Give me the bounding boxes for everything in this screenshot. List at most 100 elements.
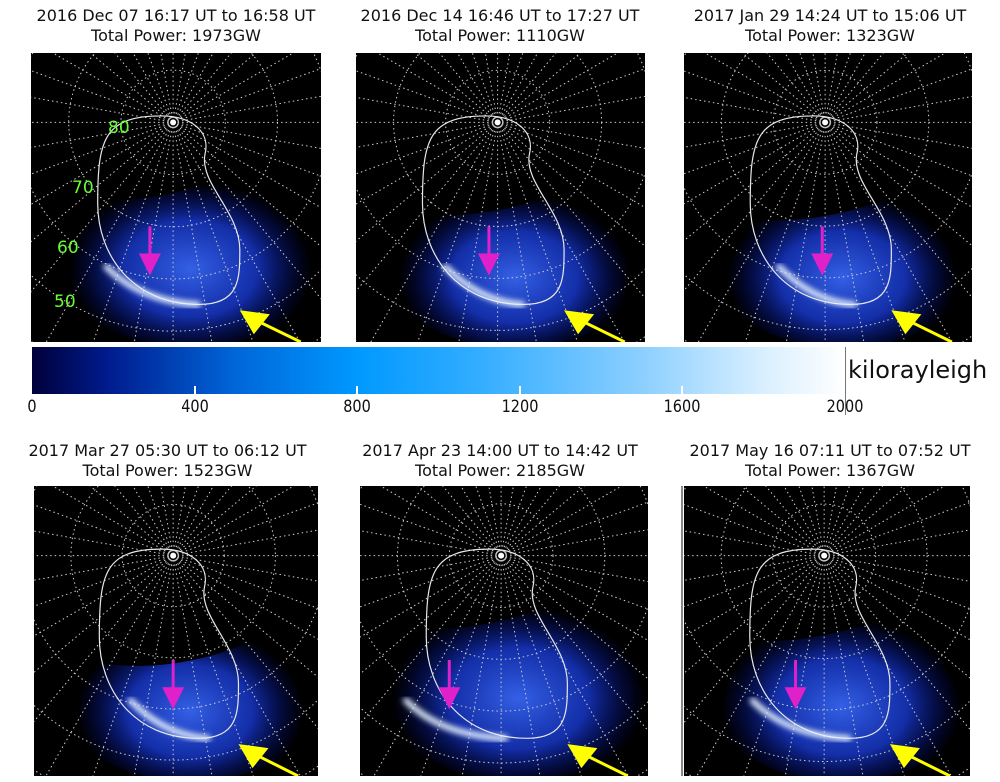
bright-aurora-arc: [403, 697, 509, 742]
panel-6-title: 2017 May 16 07:11 UT to 07:52 UT Total P…: [665, 441, 995, 481]
yellow-arrow-icon: [238, 744, 299, 776]
yellow-arrow-icon: [239, 310, 302, 342]
magenta-arrow-icon: [162, 660, 185, 710]
longitude-grid-line: [92, 122, 174, 342]
colorbar-tick-label: 2000: [826, 397, 864, 417]
longitude-grid-line: [31, 121, 174, 175]
yellow-arrow-icon: [889, 744, 951, 776]
panel-1-time-range: 2016 Dec 07 16:17 UT to 16:58 UT: [36, 6, 316, 25]
longitude-grid-line: [31, 122, 174, 293]
longitude-grid-line: [172, 555, 254, 776]
longitude-grid-line: [172, 53, 186, 123]
longitude-grid-line: [172, 53, 232, 123]
longitude-grid-line: [173, 121, 321, 149]
latitude-label: 80: [108, 118, 130, 138]
aurora-panel-4: [34, 486, 318, 776]
magenta-arrow-icon: [438, 660, 461, 710]
aurora-panel-6: [684, 486, 970, 776]
aurora-image: [31, 53, 321, 342]
colorbar-edge: [845, 347, 846, 415]
longitude-grid-line: [31, 121, 174, 148]
reference-oval: [97, 115, 241, 306]
longitude-grid-line: [92, 555, 174, 776]
panel-6-total-power: Total Power: 1367GW: [745, 461, 915, 480]
yellow-arrow-icon: [564, 310, 626, 342]
bright-aurora-arc: [776, 263, 858, 308]
aurora-panel-3: [684, 53, 972, 342]
colorbar-label: kilorayleigh: [848, 356, 988, 384]
reference-oval: [749, 115, 892, 306]
magenta-arrow-icon: [138, 226, 161, 276]
longitude-grid-line: [172, 53, 295, 123]
latitude-grid-circle: [360, 486, 648, 712]
colorbar: [32, 347, 845, 394]
panel-2-time-range: 2016 Dec 14 16:46 UT to 17:27 UT: [360, 6, 640, 25]
pole-marker: [821, 552, 828, 559]
longitude-grid-line: [147, 53, 174, 123]
yellow-arrow-icon: [567, 744, 629, 776]
longitude-grid-line: [173, 95, 321, 123]
longitude-grid-line: [34, 555, 174, 723]
panel-6-time-range: 2017 May 16 07:11 UT to 07:52 UT: [689, 441, 971, 460]
colorbar-tick-mark: [518, 386, 521, 394]
latitude-label: 50: [54, 292, 76, 312]
longitude-grid-line: [89, 53, 174, 123]
bright-aurora-arc: [442, 263, 526, 308]
latitude-grid-circle: [120, 69, 226, 176]
latitude-grid-circle: [448, 503, 554, 608]
colorbar-tick-label: 800: [343, 397, 371, 417]
panel-2-title: 2016 Dec 14 16:46 UT to 17:27 UT Total P…: [335, 6, 665, 46]
pole-marker: [494, 119, 501, 126]
longitude-grid-line: [133, 122, 174, 342]
colorbar-tick-label: 1600: [664, 397, 701, 417]
panel-5-title: 2017 Apr 23 14:00 UT to 14:42 UT Total P…: [340, 441, 660, 481]
panel-3-time-range: 2017 Jan 29 14:24 UT to 15:06 UT: [693, 6, 967, 25]
reference-oval: [98, 548, 240, 739]
longitude-grid-line: [51, 53, 174, 123]
magenta-arrow-icon: [477, 226, 500, 276]
latitude-grid-circle: [121, 503, 225, 608]
longitude-grid-line: [172, 555, 301, 776]
pole-marker: [498, 552, 505, 559]
longitude-grid-line: [31, 70, 174, 123]
longitude-grid-line: [172, 122, 321, 300]
longitude-grid-line: [132, 53, 174, 123]
longitude-grid-line: [172, 121, 321, 209]
longitude-grid-line: [114, 53, 174, 123]
aurora-image: [356, 53, 645, 342]
panel-5-total-power: Total Power: 2185GW: [415, 461, 585, 480]
panel-3-title: 2017 Jan 29 14:24 UT to 15:06 UT Total P…: [665, 6, 995, 46]
colorbar-tick-label: 0: [27, 397, 37, 417]
colorbar-tick-label: 400: [180, 397, 209, 417]
aurora-image: [684, 486, 970, 776]
latitude-label: 60: [57, 238, 79, 258]
panel-4-total-power: Total Power: 1523GW: [82, 461, 253, 480]
reference-oval: [421, 115, 565, 306]
longitude-grid-line: [172, 555, 213, 776]
panel-1-total-power: Total Power: 1973GW: [91, 26, 261, 45]
panel-5-time-range: 2017 Apr 23 14:00 UT to 14:42 UT: [362, 441, 638, 460]
reference-oval: [425, 548, 568, 739]
pole-marker: [170, 119, 177, 126]
aurora-image: [34, 486, 318, 776]
longitude-grid-line: [45, 555, 174, 776]
panel-2-total-power: Total Power: 1110GW: [415, 26, 585, 45]
colorbar-tick-mark: [356, 386, 359, 394]
panel-4-time-range: 2017 Mar 27 05:30 UT to 06:12 UT: [28, 441, 307, 460]
longitude-grid-line: [31, 96, 174, 123]
longitude-grid-line: [172, 122, 213, 342]
pole-marker: [170, 552, 177, 559]
longitude-grid-line: [31, 121, 174, 243]
aurora-image: [360, 486, 648, 776]
panel-divider-line: [681, 486, 683, 776]
longitude-grid-line: [172, 53, 199, 123]
longitude-grid-line: [172, 121, 321, 177]
aurora-panel-2: [356, 53, 645, 342]
longitude-grid-line: [160, 53, 174, 123]
longitude-grid-line: [172, 53, 214, 123]
panel-3-total-power: Total Power: 1323GW: [745, 26, 915, 45]
longitude-grid-line: [172, 555, 318, 729]
aurora-image: [684, 53, 972, 342]
longitude-grid-line: [45, 122, 174, 342]
colorbar-tick-label: 1200: [501, 397, 539, 417]
